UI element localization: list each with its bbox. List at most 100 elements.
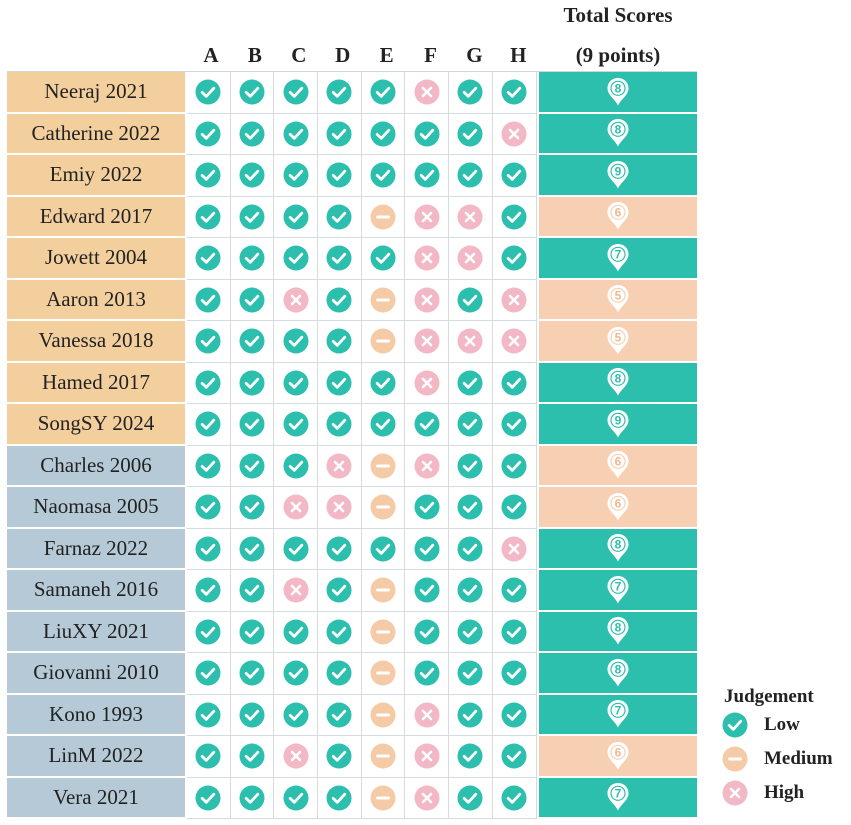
judgement-grid: Neeraj 2021 8 Catherine 2022 8 Emiy 2022 9 Edw…	[7, 71, 697, 819]
legend-item-high: High	[722, 776, 847, 810]
judgement-cell-f	[405, 113, 450, 155]
medium-dash-icon	[370, 453, 396, 479]
study-label: Farnaz 2022	[7, 528, 187, 570]
score-value: 8	[614, 372, 621, 386]
judgement-cell-b	[230, 321, 275, 363]
judgement-cell-g	[449, 404, 493, 446]
high-cross-icon	[414, 702, 440, 728]
low-check-icon	[457, 121, 483, 147]
judgement-cell-h	[492, 736, 537, 778]
low-check-icon	[283, 162, 309, 188]
low-check-icon	[414, 494, 440, 520]
low-check-icon	[195, 370, 221, 396]
low-check-icon	[283, 702, 309, 728]
score-pin-icon: 5	[606, 284, 630, 314]
judgement-cell-e	[361, 72, 406, 114]
low-check-icon	[283, 79, 309, 105]
judgement-cell-d	[318, 404, 362, 446]
high-cross-icon	[501, 536, 527, 562]
low-check-icon	[239, 453, 265, 479]
medium-dash-icon	[370, 743, 396, 769]
low-check-icon	[283, 411, 309, 437]
legend-label: High	[764, 782, 805, 803]
judgement-cell-b	[230, 72, 275, 114]
legend-title: Judgement	[724, 686, 814, 707]
low-check-icon	[326, 702, 352, 728]
low-check-icon	[195, 411, 221, 437]
judgement-cell-d	[318, 238, 362, 280]
score-pin-icon: 7	[606, 699, 630, 729]
study-label: Emiy 2022	[7, 155, 187, 197]
high-cross-icon	[457, 328, 483, 354]
low-check-icon	[457, 453, 483, 479]
judgement-cell-f	[405, 404, 450, 446]
low-check-icon	[326, 536, 352, 562]
judgement-cell-g	[449, 445, 493, 487]
legend-label: Medium	[764, 748, 833, 769]
judgement-cell-e	[361, 736, 406, 778]
judgement-cell-c	[274, 445, 319, 487]
judgement-cell-b	[230, 528, 275, 570]
score-pin-icon: 8	[606, 616, 630, 646]
table-row: SongSY 2024 9	[7, 404, 697, 446]
low-check-icon	[457, 162, 483, 188]
high-cross-icon	[457, 245, 483, 271]
low-check-icon	[457, 370, 483, 396]
study-label: Hamed 2017	[7, 362, 187, 404]
judgement-cell-h	[492, 238, 537, 280]
judgement-cell-h	[492, 611, 537, 653]
low-check-icon	[283, 536, 309, 562]
total-score-cell: 8	[538, 528, 697, 570]
score-value: 8	[614, 538, 621, 552]
low-check-icon	[326, 785, 352, 811]
column-header-d: D	[335, 43, 351, 67]
table-row: Kono 1993 7	[7, 694, 697, 736]
score-pin-icon: 6	[606, 741, 630, 771]
judgement-cell-g	[449, 487, 493, 529]
high-cross-icon	[414, 245, 440, 271]
total-score-cell: 7	[538, 238, 697, 280]
low-check-icon	[195, 162, 221, 188]
judgement-cell-d	[318, 487, 362, 529]
low-check-icon	[195, 453, 221, 479]
judgement-cell-c	[274, 362, 319, 404]
score-pin-icon: 5	[606, 326, 630, 356]
study-label: Charles 2006	[7, 445, 187, 487]
judgement-cell-a	[187, 736, 231, 778]
medium-dash-icon	[370, 785, 396, 811]
low-check-icon	[195, 121, 221, 147]
low-check-icon	[414, 162, 440, 188]
low-check-icon	[326, 743, 352, 769]
low-check-icon	[239, 411, 265, 437]
judgement-cell-e	[361, 445, 406, 487]
low-check-icon	[283, 619, 309, 645]
judgement-cell-e	[361, 113, 406, 155]
judgement-cell-g	[449, 570, 493, 612]
table-row: Vera 2021 7	[7, 777, 697, 819]
judgement-cell-a	[187, 694, 231, 736]
low-check-icon	[283, 245, 309, 271]
low-check-icon	[326, 245, 352, 271]
study-label: LiuXY 2021	[7, 611, 187, 653]
low-check-icon	[414, 619, 440, 645]
judgement-cell-b	[230, 404, 275, 446]
score-value: 8	[614, 81, 621, 95]
judgement-cell-f	[405, 155, 450, 197]
medium-dash-icon	[370, 619, 396, 645]
judgement-cell-h	[492, 279, 537, 321]
low-check-icon	[326, 79, 352, 105]
score-pin-icon: 7	[606, 243, 630, 273]
judgement-cell-e	[361, 487, 406, 529]
score-value: 8	[614, 123, 621, 137]
low-check-icon	[195, 536, 221, 562]
total-score-cell: 5	[538, 321, 697, 363]
study-label: Catherine 2022	[7, 113, 187, 155]
total-score-cell: 6	[538, 736, 697, 778]
score-value: 7	[614, 247, 621, 261]
judgement-cell-b	[230, 694, 275, 736]
low-check-icon	[195, 79, 221, 105]
judgement-cell-g	[449, 113, 493, 155]
low-check-icon	[326, 162, 352, 188]
score-value: 5	[614, 330, 621, 344]
low-check-icon	[370, 411, 396, 437]
